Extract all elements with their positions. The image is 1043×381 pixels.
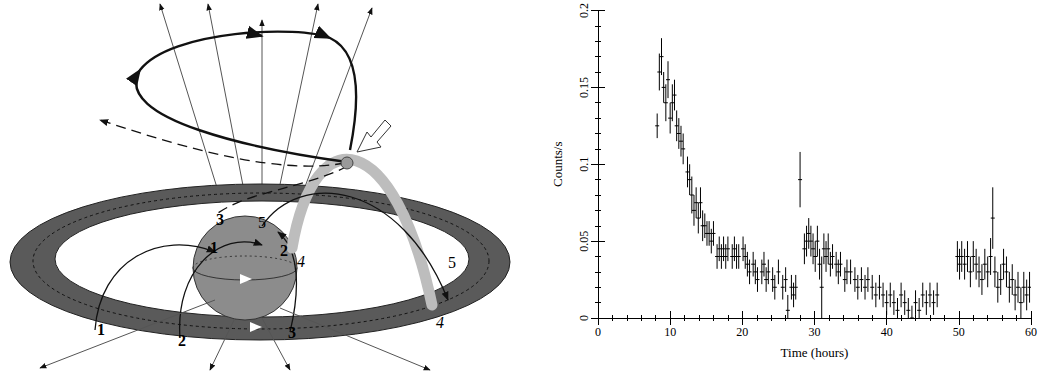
svg-text:0: 0 <box>595 325 601 339</box>
svg-text:Counts/s: Counts/s <box>550 141 565 187</box>
svg-text:2: 2 <box>178 332 186 349</box>
svg-text:0.2: 0.2 <box>577 3 591 18</box>
svg-text:10: 10 <box>664 325 676 339</box>
svg-text:50: 50 <box>953 325 965 339</box>
svg-text:3: 3 <box>216 211 224 228</box>
svg-text:0.1: 0.1 <box>577 157 591 172</box>
svg-text:20: 20 <box>736 325 748 339</box>
svg-text:0.15: 0.15 <box>577 77 591 98</box>
svg-text:2: 2 <box>280 242 288 259</box>
svg-text:5: 5 <box>448 254 456 271</box>
svg-text:5: 5 <box>258 214 266 231</box>
svg-text:60: 60 <box>1025 325 1037 339</box>
svg-text:0: 0 <box>577 315 591 321</box>
svg-text:1: 1 <box>97 321 105 338</box>
svg-text:0.05: 0.05 <box>577 231 591 252</box>
svg-text:Time (hours): Time (hours) <box>781 345 849 360</box>
svg-text:4: 4 <box>297 253 305 270</box>
svg-text:1: 1 <box>210 239 218 256</box>
svg-text:4: 4 <box>436 314 444 331</box>
svg-text:40: 40 <box>881 325 893 339</box>
svg-text:3: 3 <box>288 324 296 341</box>
svg-text:30: 30 <box>809 325 821 339</box>
